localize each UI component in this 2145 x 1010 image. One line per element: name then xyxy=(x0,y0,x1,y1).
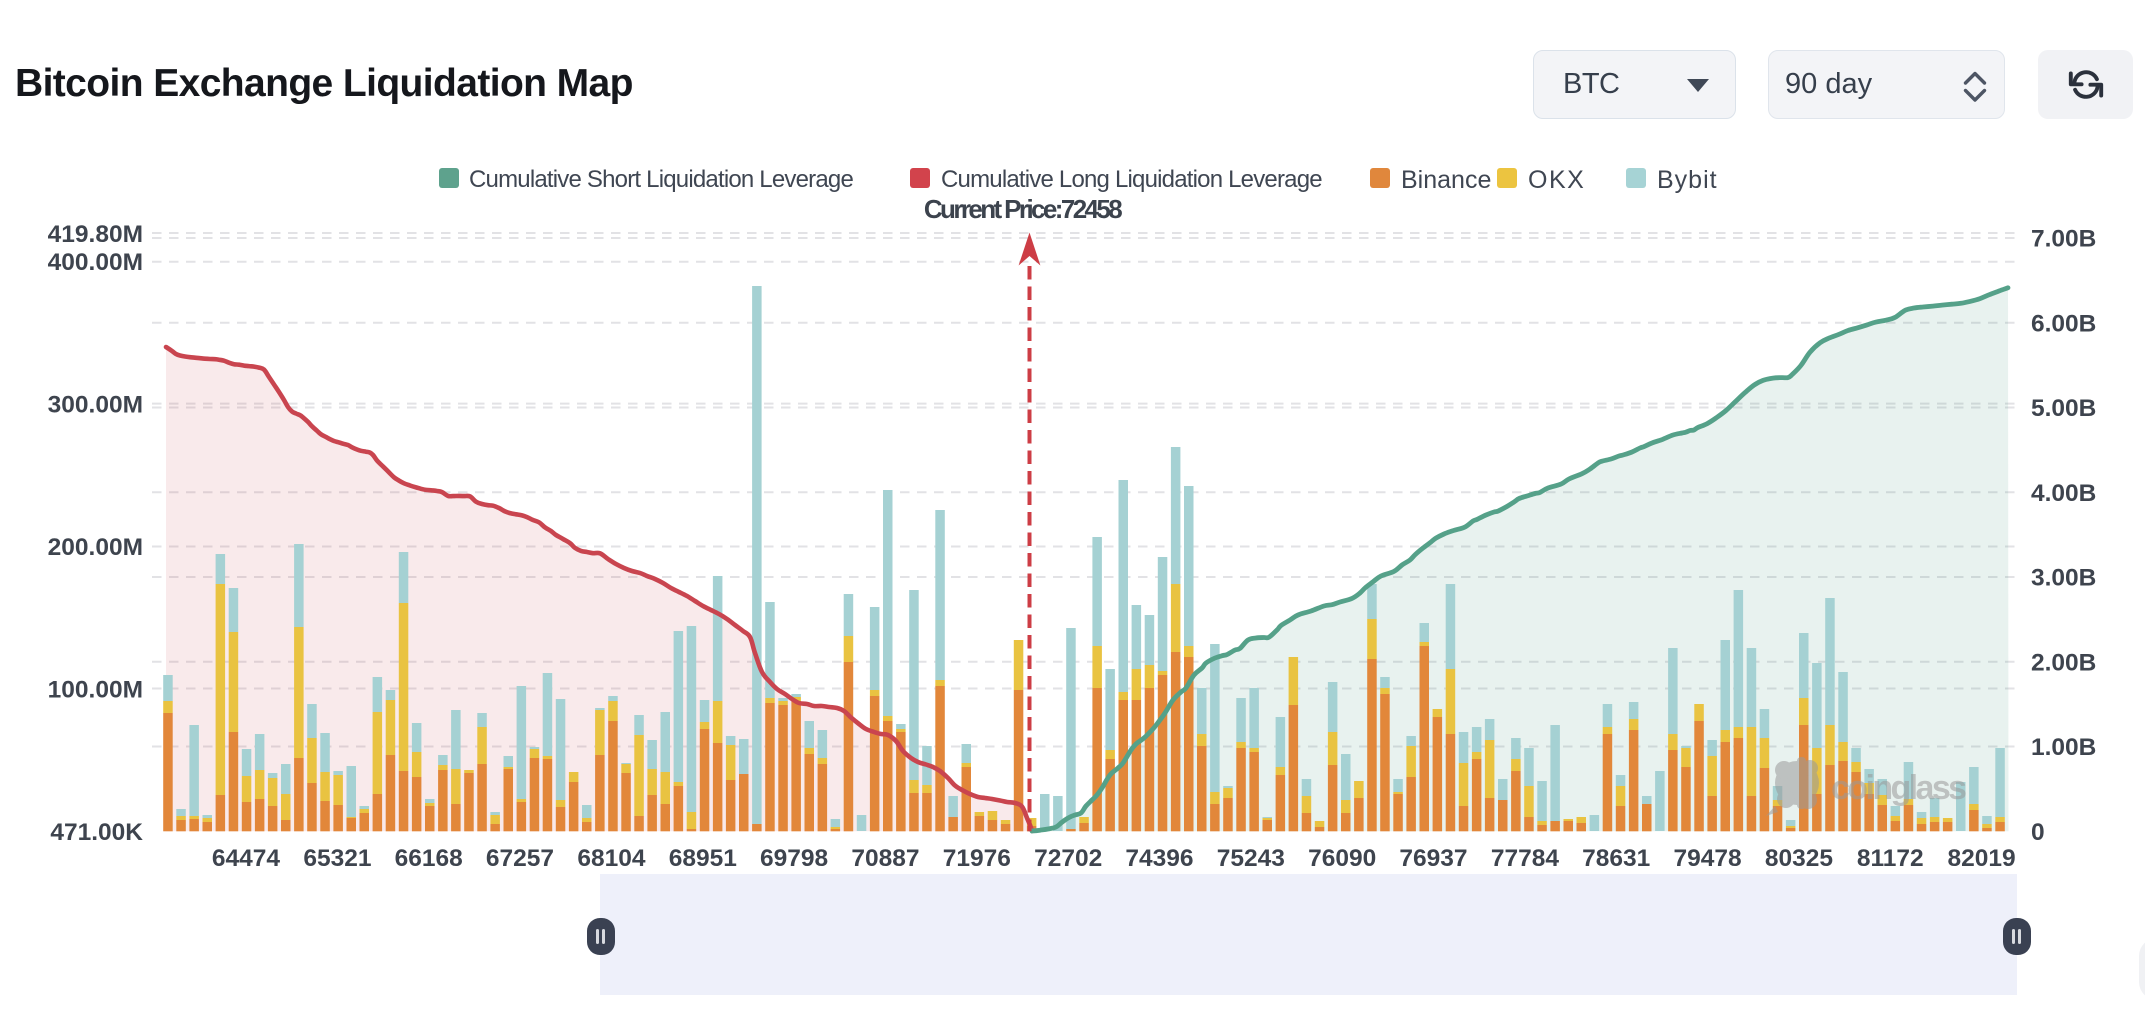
svg-text:75243: 75243 xyxy=(1217,845,1285,872)
svg-text:68951: 68951 xyxy=(669,845,737,872)
svg-text:67257: 67257 xyxy=(486,845,554,872)
svg-text:66168: 66168 xyxy=(395,845,463,872)
svg-text:70887: 70887 xyxy=(851,845,919,872)
svg-text:72702: 72702 xyxy=(1034,845,1102,872)
svg-text:419.80M: 419.80M xyxy=(48,221,143,248)
svg-text:200.00M: 200.00M xyxy=(48,534,143,561)
svg-text:74396: 74396 xyxy=(1125,845,1193,872)
svg-text:65321: 65321 xyxy=(303,845,371,872)
svg-text:1.00B: 1.00B xyxy=(2031,734,2096,761)
svg-text:78631: 78631 xyxy=(1582,845,1650,872)
svg-text:7.00B: 7.00B xyxy=(2031,226,2096,253)
svg-text:2.00B: 2.00B xyxy=(2031,649,2096,676)
svg-text:6.00B: 6.00B xyxy=(2031,310,2096,337)
svg-text:69798: 69798 xyxy=(760,845,828,872)
svg-text:5.00B: 5.00B xyxy=(2031,395,2096,422)
svg-text:68104: 68104 xyxy=(577,845,646,872)
svg-text:4.00B: 4.00B xyxy=(2031,480,2096,507)
svg-text:76937: 76937 xyxy=(1399,845,1467,872)
svg-text:3.00B: 3.00B xyxy=(2031,565,2096,592)
svg-text:76090: 76090 xyxy=(1308,845,1376,872)
svg-text:coinglass: coinglass xyxy=(1831,769,1966,807)
svg-text:100.00M: 100.00M xyxy=(48,676,143,703)
svg-text:471.00K: 471.00K xyxy=(50,819,143,846)
svg-text:80325: 80325 xyxy=(1765,845,1833,872)
svg-text:0: 0 xyxy=(2031,819,2045,846)
svg-text:81172: 81172 xyxy=(1857,845,1924,872)
svg-text:77784: 77784 xyxy=(1491,845,1560,872)
svg-text:64474: 64474 xyxy=(212,845,281,872)
svg-text:400.00M: 400.00M xyxy=(48,249,143,276)
svg-text:79478: 79478 xyxy=(1674,845,1742,872)
svg-text:300.00M: 300.00M xyxy=(48,392,143,419)
svg-text:82019: 82019 xyxy=(1948,845,2016,872)
svg-text:71976: 71976 xyxy=(943,845,1011,872)
